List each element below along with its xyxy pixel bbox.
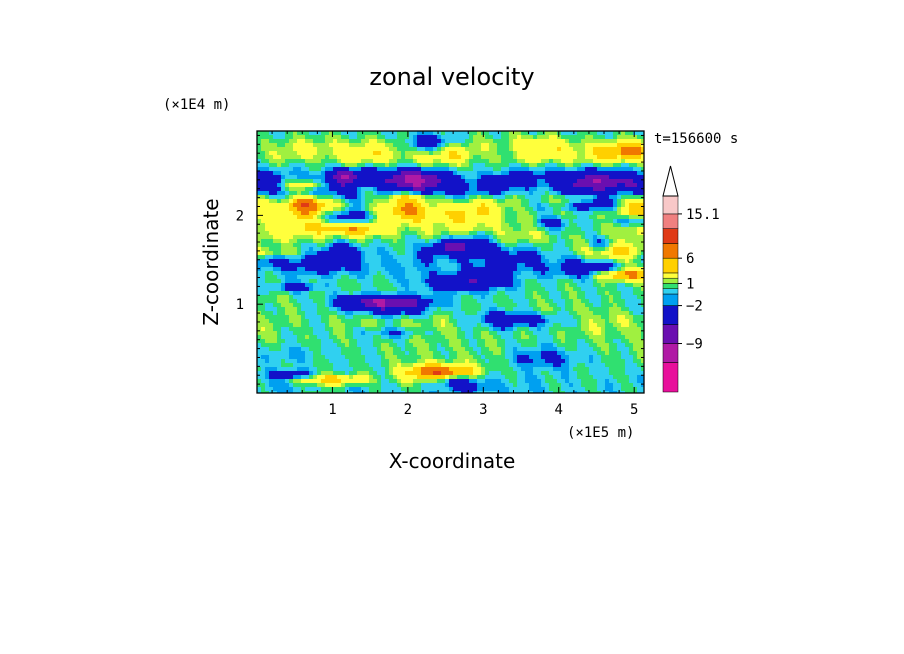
chart-title: zonal velocity xyxy=(369,63,534,91)
colorbar-segment xyxy=(662,305,679,325)
colorbar-segment xyxy=(662,228,679,244)
colorbar-segment xyxy=(662,272,679,279)
colorbar-label: 6 xyxy=(686,251,694,267)
colorbar-label: 1 xyxy=(686,276,694,292)
time-label: t=156600 s xyxy=(654,131,738,147)
colorbar-segment xyxy=(662,243,679,259)
colorbar-label: −9 xyxy=(686,337,703,353)
y-axis-unit: (×1E4 m) xyxy=(163,97,230,113)
x-tick-label: 4 xyxy=(555,402,563,418)
plot-area xyxy=(256,130,645,394)
x-axis-label: X-coordinate xyxy=(389,449,516,473)
colorbar-label: 15.1 xyxy=(686,207,720,223)
x-tick-label: 2 xyxy=(404,402,412,418)
colorbar-segment xyxy=(662,257,679,274)
colorbar-extend-arrow xyxy=(662,165,679,197)
colorbar-segment xyxy=(662,283,679,289)
x-tick-label: 3 xyxy=(479,402,487,418)
y-axis-label: Z-coordinate xyxy=(199,198,223,325)
colorbar: 15.1 6 1 −2 −9 xyxy=(662,165,720,393)
x-tick-label: 1 xyxy=(328,402,336,418)
x-tick-label: 5 xyxy=(630,402,638,418)
colorbar-segment xyxy=(662,195,679,215)
colorbar-segment xyxy=(662,288,679,295)
colorbar-segment xyxy=(662,213,679,229)
velocity-contour-field xyxy=(257,131,644,393)
colorbar-segment xyxy=(662,343,679,363)
y-tick-label: 2 xyxy=(236,208,244,224)
y-tick-label: 1 xyxy=(236,297,244,313)
plot-frame xyxy=(256,130,645,394)
colorbar-segment xyxy=(662,277,679,284)
x-axis-unit: (×1E5 m) xyxy=(567,425,634,441)
colorbar-segment xyxy=(662,324,679,344)
colorbar-segment xyxy=(662,293,679,306)
colorbar-label: −2 xyxy=(686,299,703,315)
colorbar-segment xyxy=(662,362,679,393)
